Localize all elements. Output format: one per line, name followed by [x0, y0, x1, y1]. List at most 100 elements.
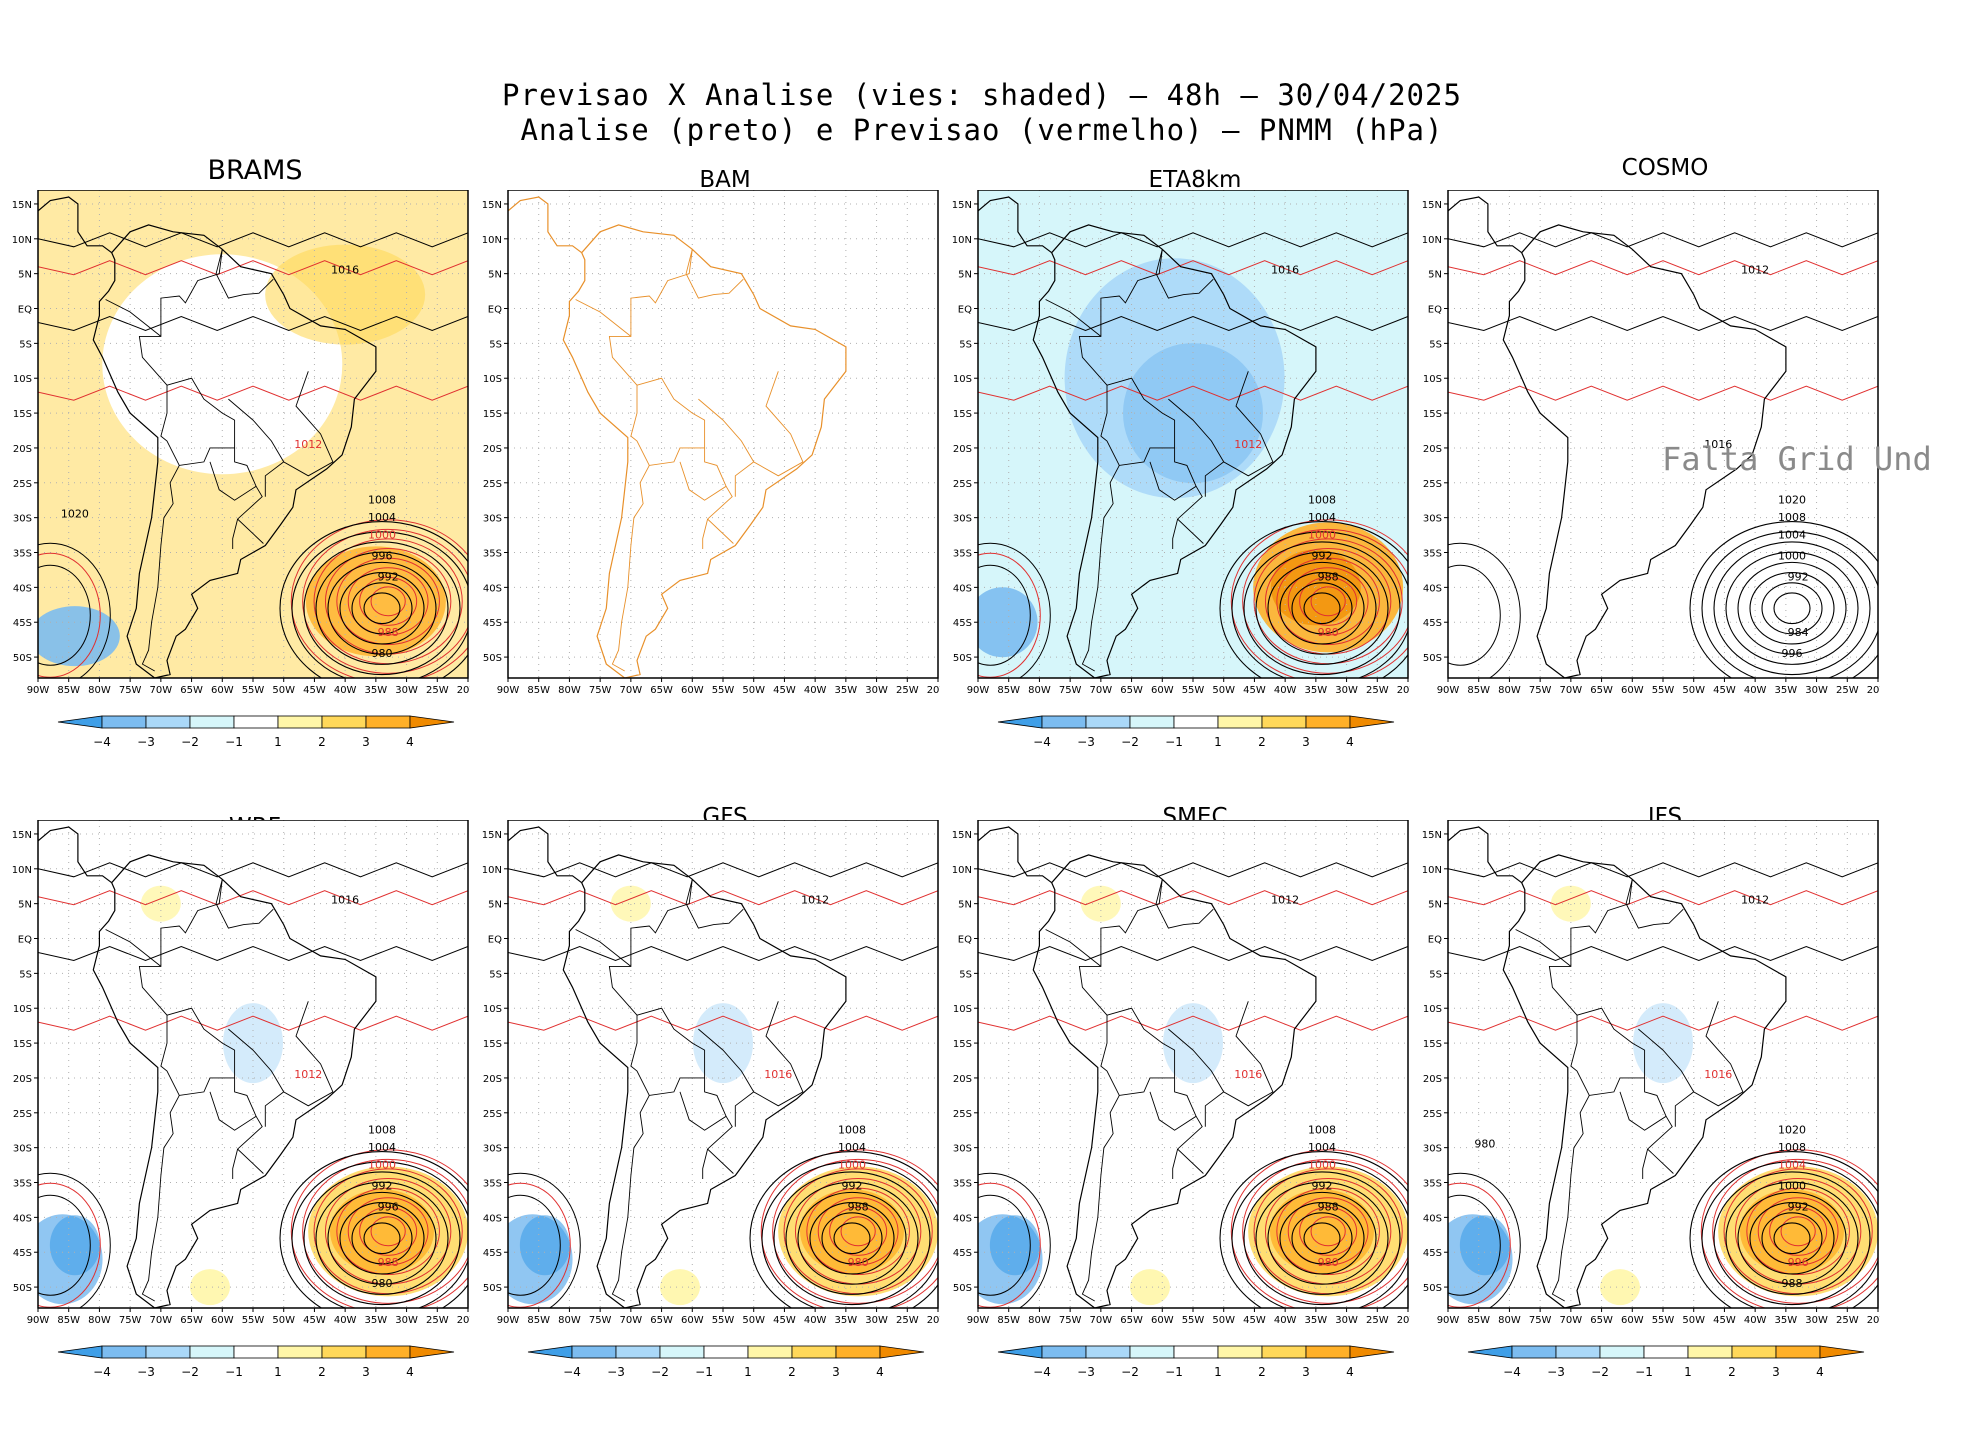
lat-label: 10S [483, 374, 502, 385]
coastline-central-america [508, 196, 583, 254]
lon-label: 50W [1682, 685, 1705, 696]
lon-label: 70W [620, 685, 643, 696]
coastline [562, 224, 847, 678]
lon-label: 30W [865, 1315, 888, 1326]
lat-label: 5S [959, 969, 972, 980]
lat-label: 30S [483, 1144, 502, 1155]
forecast-isobar [290, 1149, 468, 1308]
contour-label: 992 [378, 570, 399, 583]
colorbar-segment [703, 1345, 749, 1359]
lat-label: 35S [483, 549, 502, 560]
colorbar-segment [409, 715, 455, 729]
forecast-isobar [370, 586, 406, 617]
country-border [685, 879, 744, 929]
analysis-isobar [38, 542, 111, 678]
bias-area [1130, 1269, 1170, 1306]
lat-label: 45S [1423, 1248, 1442, 1259]
colorbar-label: −2 [651, 1365, 669, 1379]
contour-label: 1020 [1778, 494, 1806, 507]
lat-label: 5S [1429, 339, 1442, 350]
map-plot: 1016 1012 1008 1004 1000 992 988 980 15N 10N 5N EQ 5… [952, 190, 1410, 749]
lat-label: 45S [953, 618, 972, 629]
lon-label: 45W [773, 1315, 796, 1326]
lon-label: 80W [88, 1315, 111, 1326]
coastline-central-america [508, 826, 583, 884]
colorbar-segment [1217, 1345, 1263, 1359]
lon-label: 20W [457, 685, 470, 696]
forecast-isobar [817, 1197, 899, 1266]
colorbar-segment [57, 715, 103, 729]
forecast-isobar [1230, 1149, 1408, 1308]
bias-area [1163, 1003, 1223, 1084]
map-plot: 1016 1012 1008 1004 1000 992 996 988 980 15N 10N 5N… [12, 820, 470, 1379]
analysis-isobar [1448, 862, 1878, 878]
colorbar-label: −4 [93, 1365, 111, 1379]
colorbar: −4 −3 −2 −1 1 2 3 4 [527, 1345, 925, 1379]
lon-label: 90W [967, 685, 990, 696]
colorbar-label: −3 [1077, 1365, 1095, 1379]
lon-label: 45W [1713, 685, 1736, 696]
colorbar-segment [1305, 1345, 1351, 1359]
lon-label: 70W [150, 1315, 173, 1326]
lon-label: 65W [650, 685, 673, 696]
lat-label: 10N [12, 865, 32, 876]
analysis-isobar [1243, 541, 1401, 676]
lon-label: 65W [180, 1315, 203, 1326]
colorbar-segment [365, 1345, 411, 1359]
forecast-isobar [1448, 890, 1878, 906]
lat-label: 15N [1422, 200, 1442, 211]
colorbar-label: −2 [1121, 735, 1139, 749]
lat-label: 15N [12, 830, 32, 841]
bias-area [660, 1269, 700, 1306]
lon-label: 25W [1366, 1315, 1389, 1326]
forecast-isobar [359, 576, 418, 626]
forecast-isobar [1230, 519, 1408, 678]
lon-label: 65W [1120, 685, 1143, 696]
country-border [1045, 929, 1102, 967]
lat-label: 45S [13, 1248, 32, 1259]
contour-label: 1012 [1234, 438, 1262, 451]
contour-label: 992 [1788, 570, 1809, 583]
contour-label: 1012 [1741, 264, 1769, 277]
forecast-isobar [1700, 1149, 1878, 1308]
forecast-isobar [347, 567, 429, 636]
forecast-isobar [38, 260, 468, 276]
country-border [228, 1001, 334, 1107]
country-border [1168, 371, 1274, 477]
lon-label: 75W [119, 685, 142, 696]
lon-label: 40W [1274, 685, 1297, 696]
lon-label: 85W [1467, 685, 1490, 696]
colorbar-label: 2 [1258, 1365, 1266, 1379]
lon-label: 75W [119, 1315, 142, 1326]
analysis-isobar [1255, 551, 1389, 665]
colorbar-label: 1 [274, 1365, 282, 1379]
contour-label: 988 [378, 1256, 399, 1269]
lat-label: EQ [18, 305, 32, 316]
colorbar-label: 1 [274, 735, 282, 749]
lon-label: 70W [1560, 685, 1583, 696]
colorbar-segment [527, 1345, 573, 1359]
analysis-isobar [978, 862, 1408, 878]
analysis-isobar [1291, 1212, 1353, 1265]
country-border [264, 461, 284, 497]
country-border [1176, 486, 1204, 544]
colorbar-segment [615, 1345, 661, 1359]
colorbar-label: −4 [1033, 1365, 1051, 1379]
analysis-isobar [1448, 542, 1521, 678]
lon-label: 80W [558, 685, 581, 696]
analysis-isobar [363, 1222, 401, 1255]
lon-label: 50W [1212, 1315, 1235, 1326]
lat-label: 15N [12, 200, 32, 211]
analysis-isobar [339, 1202, 425, 1275]
lat-label: 15N [952, 200, 972, 211]
contour-label: 988 [1318, 1200, 1339, 1213]
coastline [1502, 224, 1787, 678]
analysis-isobar [1689, 521, 1878, 678]
colorbar-segment [233, 715, 279, 729]
colorbar-segment [1041, 715, 1087, 729]
colorbar-label: 2 [1258, 735, 1266, 749]
lon-label: 80W [1498, 685, 1521, 696]
analysis-isobar [303, 541, 461, 676]
lon-label: 60W [211, 685, 234, 696]
colorbar-segment [1687, 1345, 1733, 1359]
